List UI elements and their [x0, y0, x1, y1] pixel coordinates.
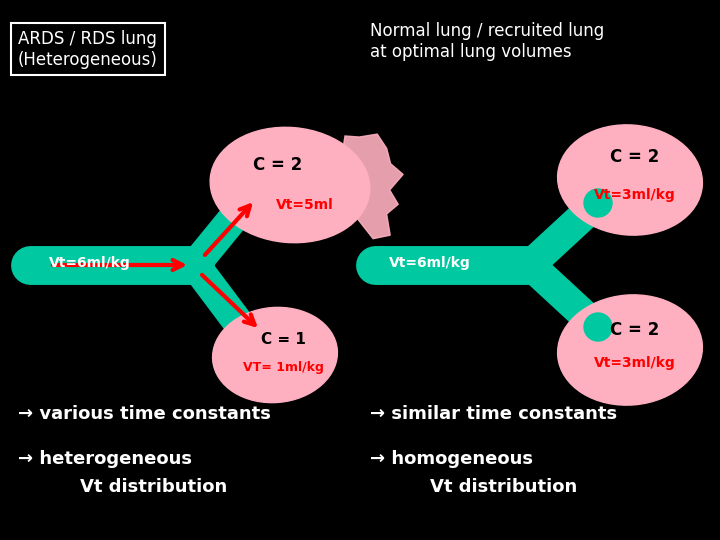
- Ellipse shape: [210, 127, 370, 242]
- Text: C = 2: C = 2: [611, 148, 660, 166]
- Text: ARDS / RDS lung
(Heterogeneous): ARDS / RDS lung (Heterogeneous): [18, 30, 158, 69]
- Circle shape: [179, 249, 211, 281]
- Text: Vt distribution: Vt distribution: [80, 478, 228, 496]
- Text: Vt=3ml/kg: Vt=3ml/kg: [594, 356, 676, 370]
- Text: → homogeneous: → homogeneous: [370, 450, 533, 468]
- Text: Vt=3ml/kg: Vt=3ml/kg: [594, 188, 676, 202]
- Circle shape: [584, 189, 612, 217]
- Text: Normal lung / recruited lung
at optimal lung volumes: Normal lung / recruited lung at optimal …: [370, 22, 604, 61]
- Text: Vt=5ml: Vt=5ml: [276, 198, 334, 212]
- Circle shape: [361, 251, 389, 279]
- Circle shape: [16, 251, 44, 279]
- Circle shape: [584, 313, 612, 341]
- Ellipse shape: [212, 307, 338, 403]
- Text: Vt=6ml/kg: Vt=6ml/kg: [389, 256, 471, 270]
- Text: C = 2: C = 2: [611, 321, 660, 339]
- Text: VT= 1ml/kg: VT= 1ml/kg: [243, 361, 323, 374]
- Text: C = 2: C = 2: [253, 156, 302, 174]
- Text: Vt distribution: Vt distribution: [430, 478, 577, 496]
- Circle shape: [514, 249, 546, 281]
- Ellipse shape: [557, 125, 703, 235]
- Ellipse shape: [557, 295, 703, 405]
- Text: → heterogeneous: → heterogeneous: [18, 450, 192, 468]
- Text: C = 1: C = 1: [261, 333, 305, 348]
- Text: → similar time constants: → similar time constants: [370, 405, 617, 423]
- Text: Vt=6ml/kg: Vt=6ml/kg: [49, 256, 131, 270]
- Polygon shape: [320, 134, 403, 239]
- Text: → various time constants: → various time constants: [18, 405, 271, 423]
